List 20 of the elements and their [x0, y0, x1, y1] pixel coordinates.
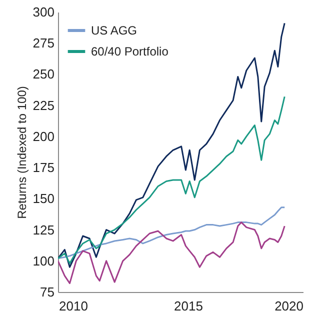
y-tick-label: 275 — [32, 36, 54, 51]
y-tick-label: 175 — [32, 160, 54, 176]
y-tick-label: 200 — [32, 128, 54, 144]
y-tick-label: 125 — [32, 222, 54, 238]
x-tick-label: 2015 — [174, 298, 203, 314]
y-tick-label: 300 — [32, 4, 54, 20]
y-tick-label: 225 — [32, 98, 54, 113]
line-series — [58, 96, 286, 264]
y-axis-title: Returns (Indexed to 100) — [14, 86, 29, 219]
y-tick-label: 100 — [32, 253, 54, 268]
x-tick-label: 2010 — [58, 298, 88, 314]
y-tick-label: 150 — [32, 191, 54, 206]
y-tick-label: 250 — [32, 66, 54, 82]
line-series — [58, 222, 286, 284]
line-series — [58, 206, 286, 260]
x-tick-label: 2020 — [274, 298, 304, 314]
legend-label: US AGG — [91, 24, 138, 38]
line-series — [58, 22, 286, 268]
y-tick-label: 75 — [40, 284, 54, 300]
legend-label: 60/40 Portfolio — [91, 44, 169, 58]
